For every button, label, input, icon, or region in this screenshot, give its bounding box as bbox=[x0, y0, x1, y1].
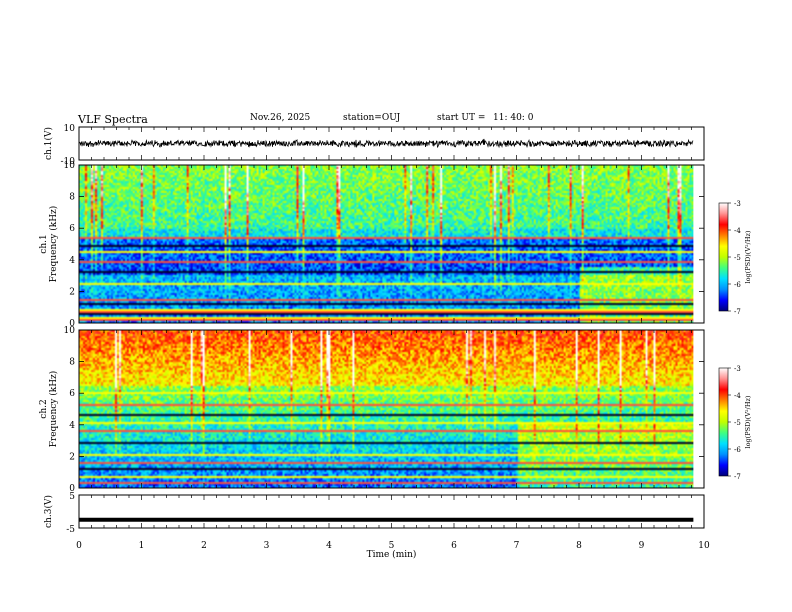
ytick-label: 10 bbox=[64, 326, 76, 336]
date-label: Nov.26, 2025 bbox=[250, 113, 311, 123]
colorbar-label-2: log(PSD)(V²/Hz) bbox=[744, 395, 752, 448]
ytick-label: 0 bbox=[69, 484, 75, 494]
ylabel-3: ch.3(V) bbox=[43, 495, 54, 528]
colorbar-tick-label: -4 bbox=[734, 392, 741, 400]
ytick-label: 5 bbox=[69, 492, 75, 502]
ch1-waveform-trace bbox=[78, 138, 694, 149]
ytick-label: 6 bbox=[69, 224, 75, 234]
ytick-label: 4 bbox=[69, 421, 75, 431]
xtick-label: 10 bbox=[698, 541, 710, 551]
colorbar-tick-label: -6 bbox=[734, 281, 741, 289]
colorbar-2 bbox=[718, 367, 729, 477]
ytick-label: 2 bbox=[69, 287, 75, 297]
ylabel-0: ch.1(V) bbox=[43, 127, 54, 160]
xtick-label: 5 bbox=[389, 541, 395, 551]
colorbar-tick-label: -7 bbox=[734, 308, 741, 316]
ylabel-frequency-1: Frequency (kHz) bbox=[48, 206, 59, 283]
colorbar-tick-label: -7 bbox=[734, 473, 741, 481]
start-time-value: 11: 40: 0 bbox=[493, 113, 534, 123]
spectrogram-image-1 bbox=[79, 165, 694, 323]
colorbar-tick-label: -4 bbox=[734, 227, 741, 235]
ylabel-channel-1: ch.1 bbox=[39, 234, 49, 253]
ytick-label: 2 bbox=[69, 452, 75, 462]
ylabel-frequency-2: Frequency (kHz) bbox=[48, 371, 59, 448]
ytick-label: -5 bbox=[66, 525, 75, 535]
xtick-label: 6 bbox=[451, 541, 457, 551]
xtick-label: 4 bbox=[326, 541, 332, 551]
colorbar-tick-label: -5 bbox=[734, 254, 741, 262]
colorbar-tick-label: -6 bbox=[734, 446, 741, 454]
xtick-label: 3 bbox=[264, 541, 270, 551]
ytick-label: 4 bbox=[69, 256, 75, 266]
ytick-label: 0 bbox=[69, 319, 75, 329]
xtick-label: 9 bbox=[639, 541, 645, 551]
chart-title: VLF Spectra bbox=[78, 113, 148, 126]
colorbar-tick-label: -5 bbox=[734, 419, 741, 427]
xtick-label: 8 bbox=[576, 541, 582, 551]
xaxis-label: Time (min) bbox=[367, 549, 417, 560]
colorbar-1 bbox=[718, 202, 729, 312]
ylabel-channel-2: ch.2 bbox=[39, 399, 49, 418]
ytick-label: 6 bbox=[69, 389, 75, 399]
colorbar-tick-label: -3 bbox=[734, 200, 741, 208]
colorbar-label-1: log(PSD)(V²/Hz) bbox=[744, 230, 752, 283]
xtick-label: 7 bbox=[514, 541, 520, 551]
ytick-label: 8 bbox=[69, 358, 75, 368]
ytick-label: 8 bbox=[69, 193, 75, 203]
waveform-background-3 bbox=[79, 495, 704, 528]
xtick-label: 0 bbox=[76, 541, 82, 551]
spectrogram-image-2 bbox=[79, 330, 694, 488]
ytick-label: 10 bbox=[64, 124, 76, 134]
start-ut-label: start UT = bbox=[437, 113, 486, 123]
xtick-label: 2 bbox=[201, 541, 207, 551]
ytick-label: 10 bbox=[64, 161, 76, 171]
xtick-label: 1 bbox=[139, 541, 145, 551]
ytick-label: -10 bbox=[61, 157, 76, 167]
colorbar-tick-label: -3 bbox=[734, 365, 741, 373]
station-label: station=OUJ bbox=[343, 113, 401, 123]
